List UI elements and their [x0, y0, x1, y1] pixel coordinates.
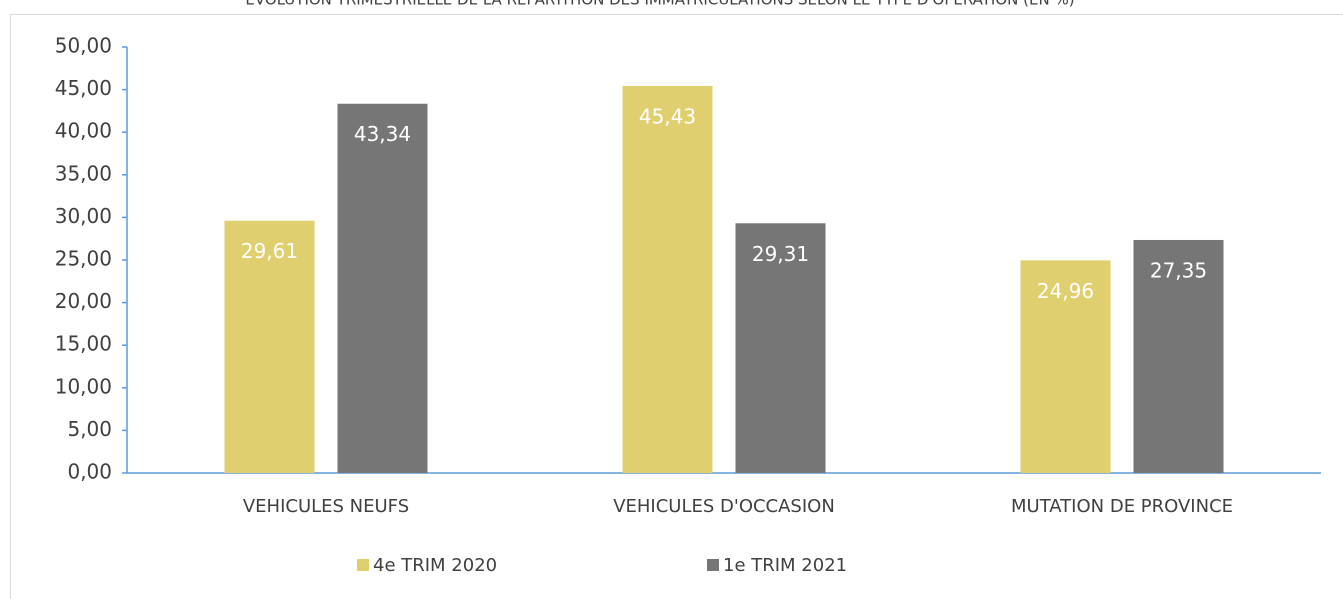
y-tick-label: 25,00	[55, 247, 112, 271]
data-label: 29,61	[241, 239, 298, 263]
legend-label: 1e TRIM 2021	[723, 555, 847, 576]
data-label: 29,31	[752, 242, 809, 266]
x-tick-label: VEHICULES D'OCCASION	[613, 496, 835, 517]
y-tick-label: 30,00	[55, 204, 112, 228]
y-tick-label: 50,00	[55, 34, 112, 58]
y-tick-label: 15,00	[55, 332, 112, 356]
bar	[735, 223, 826, 473]
data-label: 27,35	[1150, 258, 1207, 282]
x-tick-label: MUTATION DE PROVINCE	[1011, 496, 1233, 517]
legend-swatch	[357, 559, 369, 571]
data-label: 43,34	[354, 122, 411, 146]
data-label: 24,96	[1037, 279, 1094, 303]
y-tick-label: 10,00	[55, 374, 112, 398]
chart-title: EVOLUTION TRIMESTRIELLE DE LA REPARTITIO…	[245, 0, 1074, 9]
y-tick-label: 45,00	[55, 76, 112, 100]
bar	[1133, 239, 1224, 473]
bar	[622, 85, 713, 473]
data-label: 45,43	[639, 104, 696, 128]
y-tick-label: 0,00	[67, 460, 112, 484]
y-tick-label: 35,00	[55, 161, 112, 185]
y-tick-label: 5,00	[67, 417, 112, 441]
y-tick-label: 40,00	[55, 119, 112, 143]
legend-label: 4e TRIM 2020	[373, 555, 497, 576]
y-tick-label: 20,00	[55, 289, 112, 313]
bar	[1020, 260, 1111, 473]
x-tick-label: VEHICULES NEUFS	[243, 496, 409, 517]
bar	[224, 220, 315, 473]
bar	[337, 103, 428, 474]
legend-swatch	[707, 559, 719, 571]
